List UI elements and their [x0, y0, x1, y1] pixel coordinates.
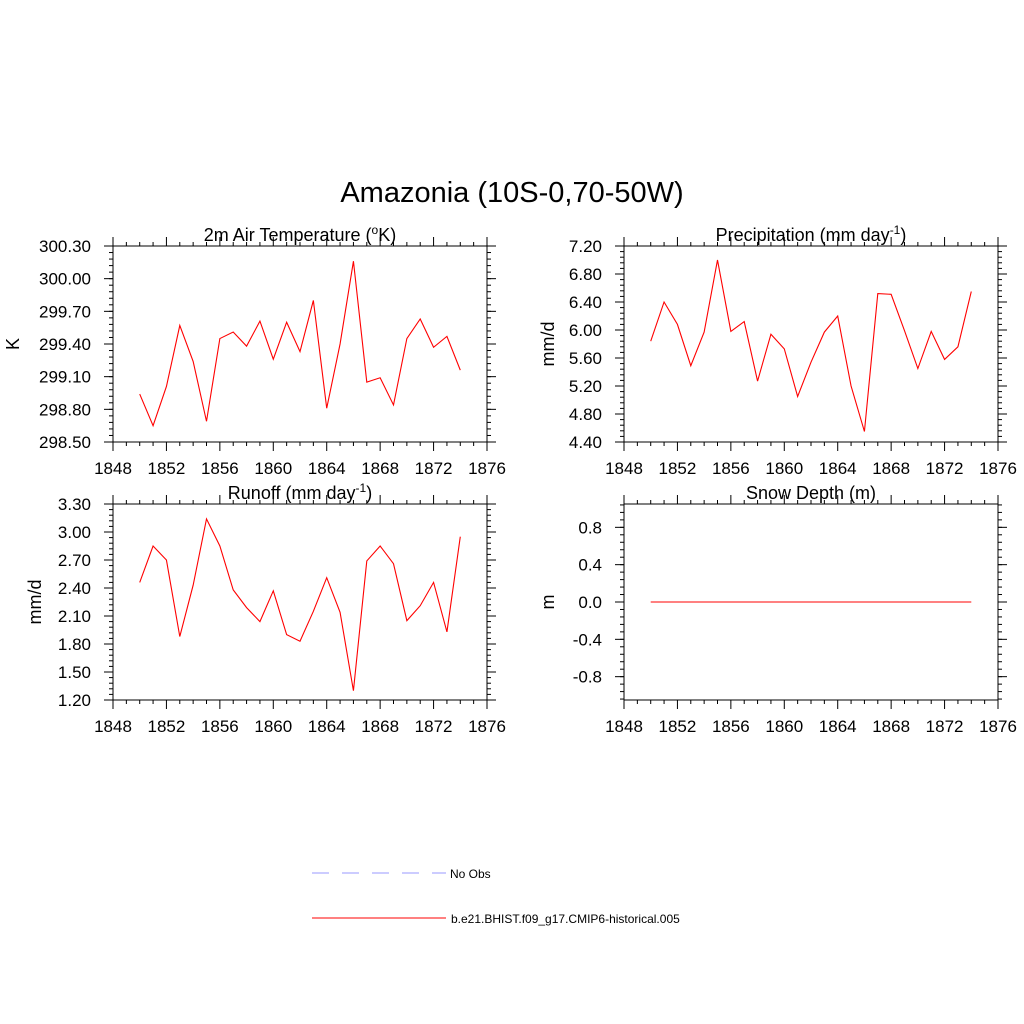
x-tick-label: 1864	[308, 459, 346, 478]
y-tick-label: 3.30	[58, 495, 91, 514]
panel-title-superscript: -1	[356, 481, 367, 495]
y-tick-label: 6.80	[569, 265, 602, 284]
x-tick-label: 1876	[979, 459, 1017, 478]
panel-title-superscript: o	[372, 223, 379, 237]
series-line	[139, 517, 461, 691]
legend-item: No Obs	[312, 867, 491, 881]
y-tick-label: 1.80	[58, 635, 91, 654]
y-tick-label: 2.10	[58, 607, 91, 626]
x-tick-label: 1864	[308, 717, 346, 736]
panels: 2m Air Temperature (oK)1848 1852 1856 1860 1…	[3, 223, 1017, 736]
legend-item: b.e21.BHIST.f09_g17.CMIP6-historical.005	[312, 912, 680, 926]
y-tick-label: 299.10	[39, 368, 91, 387]
legend-label: b.e21.BHIST.f09_g17.CMIP6-historical.005	[451, 912, 680, 926]
panel-title: Snow Depth (m)	[746, 483, 876, 503]
x-tick-label: 1872	[926, 459, 964, 478]
x-tick-label: 1864	[819, 717, 857, 736]
x-tick-label: 1856	[201, 717, 239, 736]
x-tick-label: 1860	[254, 459, 292, 478]
x-tick-label: 1852	[148, 459, 186, 478]
series-line	[139, 261, 461, 428]
x-tick-label: 1872	[415, 717, 453, 736]
y-tick-label: 1.50	[58, 663, 91, 682]
x-tick-label: 1852	[148, 717, 186, 736]
x-tick-label: 1868	[361, 717, 399, 736]
y-axis-label: m	[538, 595, 558, 610]
x-tick-label: 1876	[468, 717, 506, 736]
chart-panel-2: Precipitation (mm day-1) 1848 1852 1856 1860…	[538, 223, 1017, 478]
panel-title-text: Runoff (mm day	[228, 483, 356, 503]
x-tick-label: 1856	[712, 717, 750, 736]
y-tick-label: 2.70	[58, 551, 91, 570]
y-tick-label: 299.70	[39, 302, 91, 321]
y-tick-label: 5.60	[569, 349, 602, 368]
chart-panel-1: 2m Air Temperature (oK) 1848 1852 1856 1860 1…	[3, 223, 506, 478]
x-tick-label: 1856	[201, 459, 239, 478]
y-tick-label: -0.8	[573, 668, 602, 687]
plot-frame	[112, 245, 488, 443]
plot-frame	[112, 503, 488, 701]
y-tick-label: 7.20	[569, 237, 602, 256]
panel-title-text-end: K)	[378, 225, 396, 245]
y-tick-label: 0.0	[578, 593, 602, 612]
y-tick-label: 0.4	[578, 556, 602, 575]
x-tick-label: 1868	[872, 459, 910, 478]
panel-title-text-end: )	[366, 483, 372, 503]
y-tick-label: 300.00	[39, 270, 91, 289]
x-tick-label: 1876	[468, 459, 506, 478]
x-tick-label: 1868	[872, 717, 910, 736]
x-tick-label: 1860	[254, 717, 292, 736]
legend: No Obs b.e21.BHIST.f09_g17.CMIP6-historic…	[312, 867, 680, 926]
x-tick-label: 1860	[765, 459, 803, 478]
panel-title-text-end: )	[900, 225, 906, 245]
y-tick-label: 1.20	[58, 691, 91, 710]
x-tick-label: 1852	[659, 459, 697, 478]
x-tick-label: 1876	[979, 717, 1017, 736]
y-tick-label: 2.40	[58, 579, 91, 598]
x-tick-label: 1848	[605, 717, 643, 736]
x-tick-label: 1848	[605, 459, 643, 478]
chart-panel-3: Runoff (mm day-1) 1848 1852 1856 1860 1864 186…	[25, 481, 506, 736]
x-tick-label: 1848	[94, 717, 132, 736]
panel-title-text: Snow Depth (m)	[746, 483, 876, 503]
y-axis-label: K	[3, 338, 23, 350]
y-tick-label: 0.8	[578, 518, 602, 537]
y-tick-label: 6.00	[569, 321, 602, 340]
panel-title: Runoff (mm day-1)	[228, 481, 372, 503]
x-tick-label: 1872	[926, 717, 964, 736]
panel-title-text: Precipitation (mm day	[716, 225, 890, 245]
y-tick-label: -0.4	[573, 630, 602, 649]
y-axis-label: mm/d	[25, 580, 45, 625]
y-tick-label: 3.00	[58, 523, 91, 542]
plot-frame	[623, 245, 999, 443]
panel-title-superscript: -1	[890, 223, 901, 237]
series-line	[650, 259, 972, 432]
y-tick-label: 298.80	[39, 400, 91, 419]
panel-title: 2m Air Temperature (oK)	[204, 223, 396, 245]
panel-title: Precipitation (mm day-1)	[716, 223, 907, 245]
y-tick-label: 298.50	[39, 433, 91, 452]
x-tick-label: 1868	[361, 459, 399, 478]
y-tick-label: 5.20	[569, 377, 602, 396]
y-axis-label: mm/d	[538, 322, 558, 367]
y-tick-label: 4.80	[569, 405, 602, 424]
x-tick-label: 1872	[415, 459, 453, 478]
x-tick-label: 1852	[659, 717, 697, 736]
x-tick-label: 1864	[819, 459, 857, 478]
panel-title-text: 2m Air Temperature (	[204, 225, 372, 245]
y-tick-label: 300.30	[39, 237, 91, 256]
x-tick-label: 1856	[712, 459, 750, 478]
main-title: Amazonia (10S-0,70-50W)	[340, 177, 683, 209]
legend-label: No Obs	[450, 867, 491, 881]
y-tick-label: 6.40	[569, 293, 602, 312]
chart-panel-4: Snow Depth (m) 1848 1852 1856 1860 1864 1868 18…	[538, 483, 1017, 736]
x-tick-label: 1848	[94, 459, 132, 478]
y-tick-label: 299.40	[39, 335, 91, 354]
x-tick-label: 1860	[765, 717, 803, 736]
y-tick-label: 4.40	[569, 433, 602, 452]
